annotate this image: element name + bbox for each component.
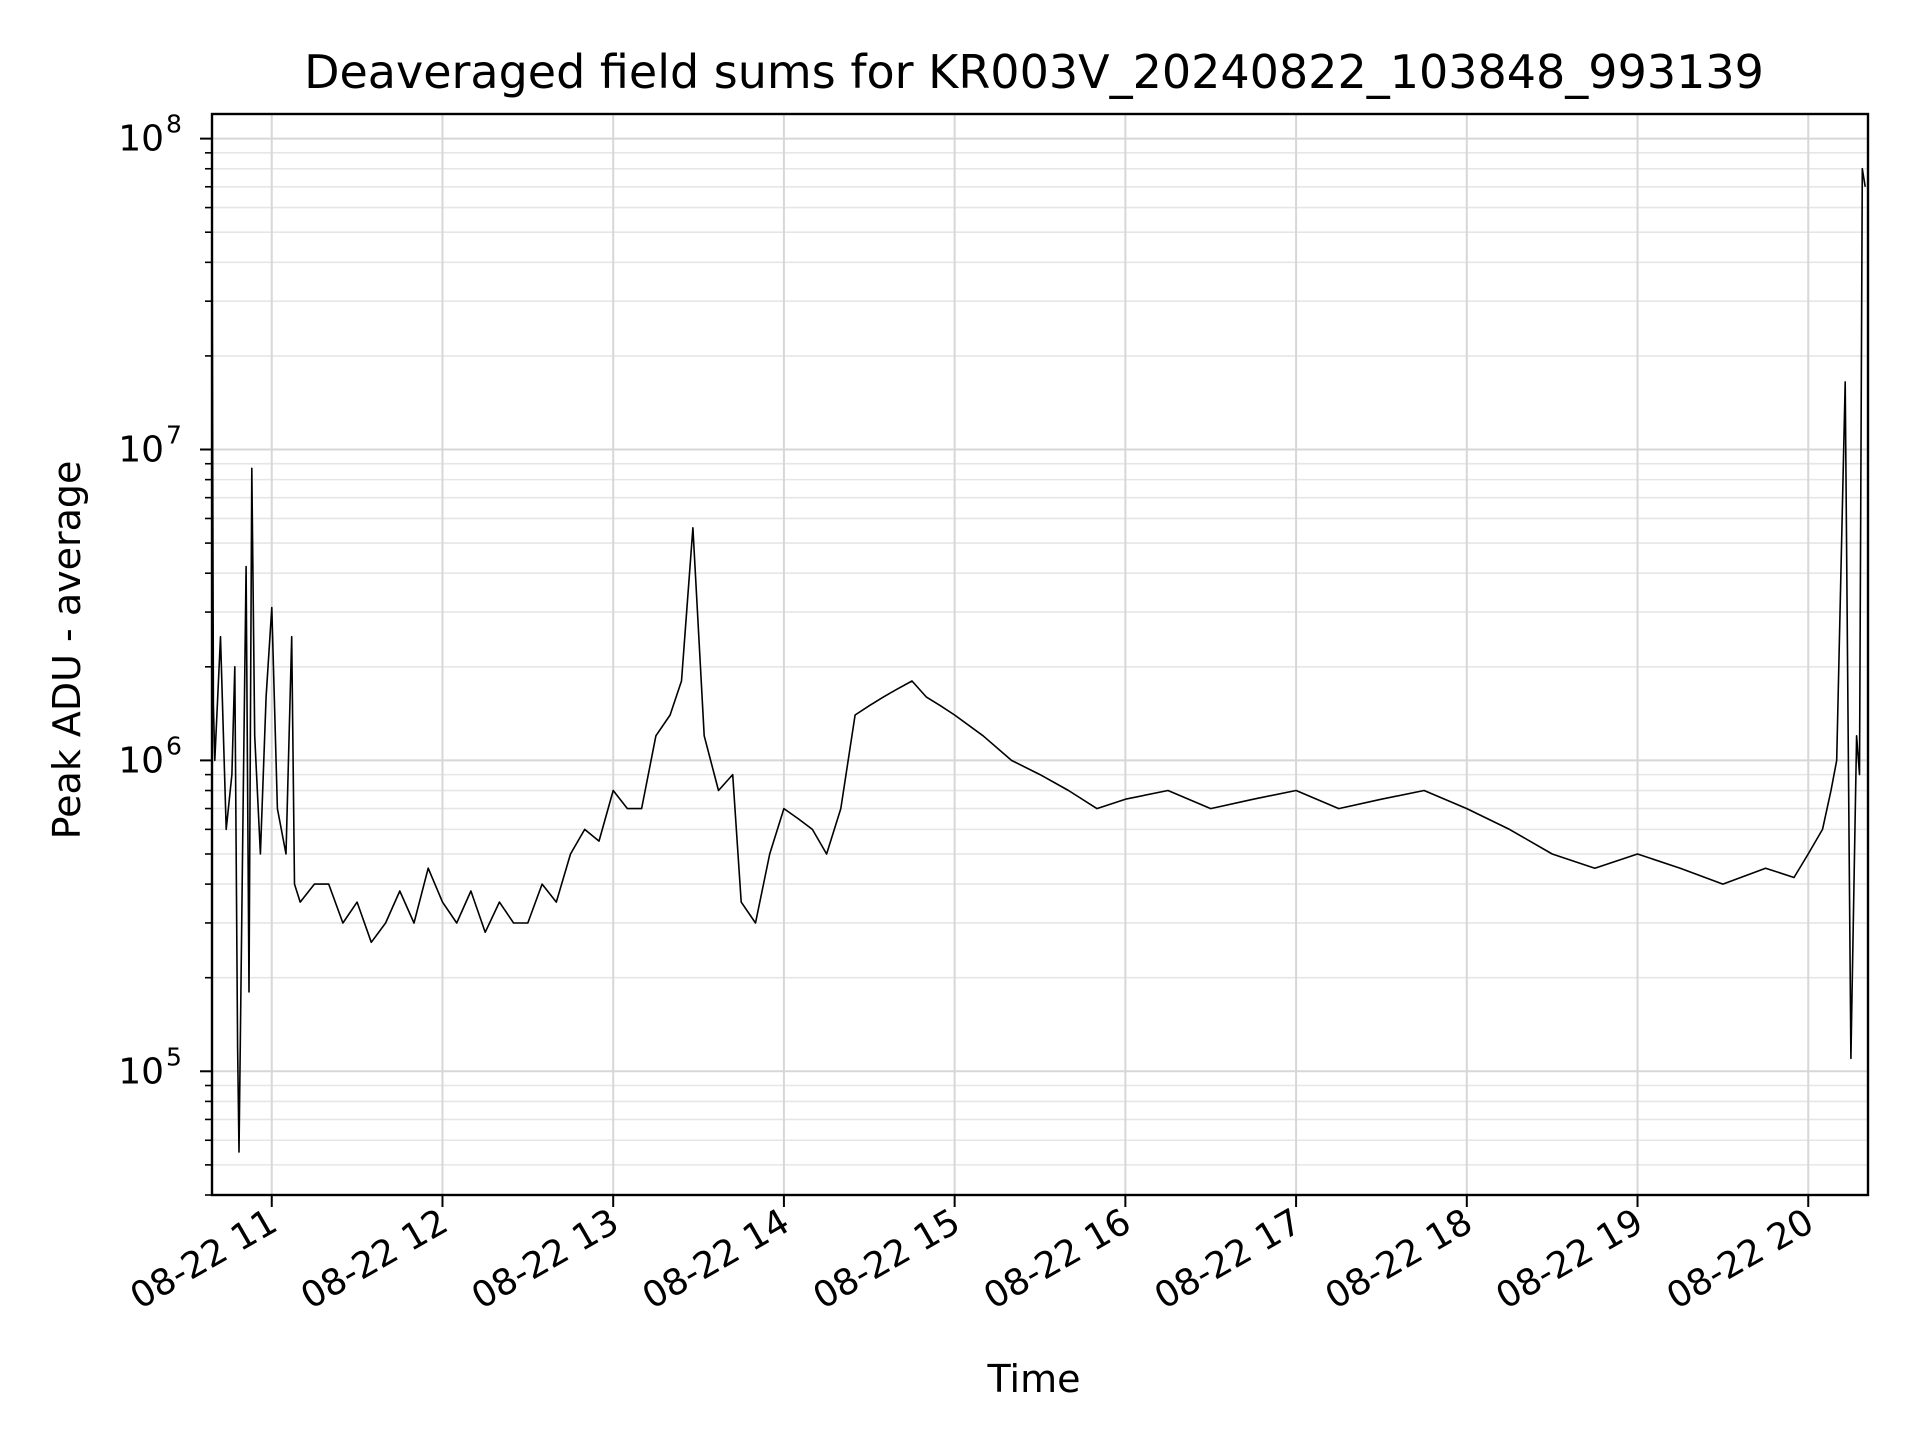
y-tick-label: 10 — [118, 119, 164, 160]
chart-title: Deaveraged field sums for KR003V_2024082… — [304, 45, 1764, 99]
y-tick-label: 10 — [118, 740, 164, 781]
y-tick-exponent: 7 — [166, 421, 182, 450]
plot-frame — [210, 112, 1870, 1197]
series-line-0 — [211, 167, 1866, 1153]
y-tick-label: 10 — [118, 430, 164, 471]
y-axis-label: Peak ADU - average — [45, 461, 89, 840]
y-tick-exponent: 8 — [166, 110, 182, 139]
y-tick-exponent: 6 — [166, 731, 182, 760]
x-axis-label: Time — [987, 1357, 1081, 1401]
series-layer — [211, 167, 1866, 1153]
grid — [212, 114, 1868, 1196]
y-tick-label: 10 — [118, 1051, 164, 1092]
y-tick-exponent: 5 — [166, 1042, 182, 1071]
